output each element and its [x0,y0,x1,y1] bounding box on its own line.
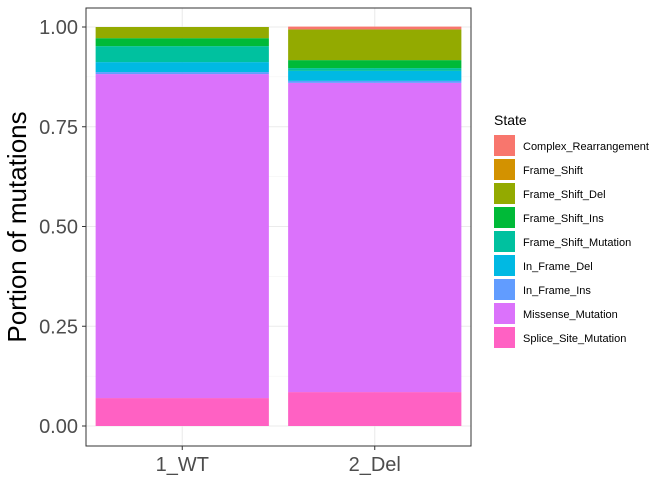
legend-key [494,303,515,324]
legend-key [494,255,515,276]
bar-segment [288,26,462,30]
legend-key [494,279,515,300]
bar-segment [288,392,462,426]
legend-label: Splice_Site_Mutation [523,333,626,345]
legend-label: Frame_Shift_Ins [523,213,604,225]
legend-key [494,183,515,204]
y-tick-label: 0.50 [39,217,78,239]
legend-label: In_Frame_Del [523,261,593,273]
y-tick-label: 0.00 [39,416,78,438]
legend-label: Missense_Mutation [523,309,618,321]
y-tick-label: 0.75 [39,117,78,139]
legend: State Complex_Rearrangement Frame_Shift Fr… [494,112,649,348]
legend-key [494,231,515,252]
bar-segment [288,29,462,61]
legend-label: In_Frame_Ins [523,285,591,297]
bar-segment [95,46,269,63]
x-tick-label: 1_WT [156,454,209,476]
legend-title: State [494,112,527,128]
bar-segment [288,60,462,69]
x-tick-label: 2_Del [349,454,401,476]
bar-segment [95,38,269,47]
bar-segment [288,82,462,393]
legend-label: Frame_Shift_Mutation [523,237,631,249]
legend-key [494,135,515,156]
bar-segment [95,398,269,426]
legend-label: Complex_Rearrangement [523,141,649,153]
bar-segment [95,27,269,39]
y-axis-title: Portion of mutations [2,111,32,342]
y-axis: 0.00 0.25 0.50 0.75 1.00 [39,17,86,438]
legend-key [494,159,515,180]
y-tick-label: 0.25 [39,316,78,338]
y-tick-label: 1.00 [39,17,78,39]
bar-segment [288,70,462,81]
legend-label: Frame_Shift [523,165,583,177]
bar-segment [288,80,462,83]
bars [95,26,462,426]
x-axis: 1_WT 2_Del [156,446,401,476]
bar-segment [95,74,269,399]
bar-segment [95,62,269,73]
bar-segment [95,72,269,75]
legend-key [494,327,515,348]
bar-segment [288,68,462,71]
legend-key [494,207,515,228]
legend-label: Frame_Shift_Del [523,189,606,201]
